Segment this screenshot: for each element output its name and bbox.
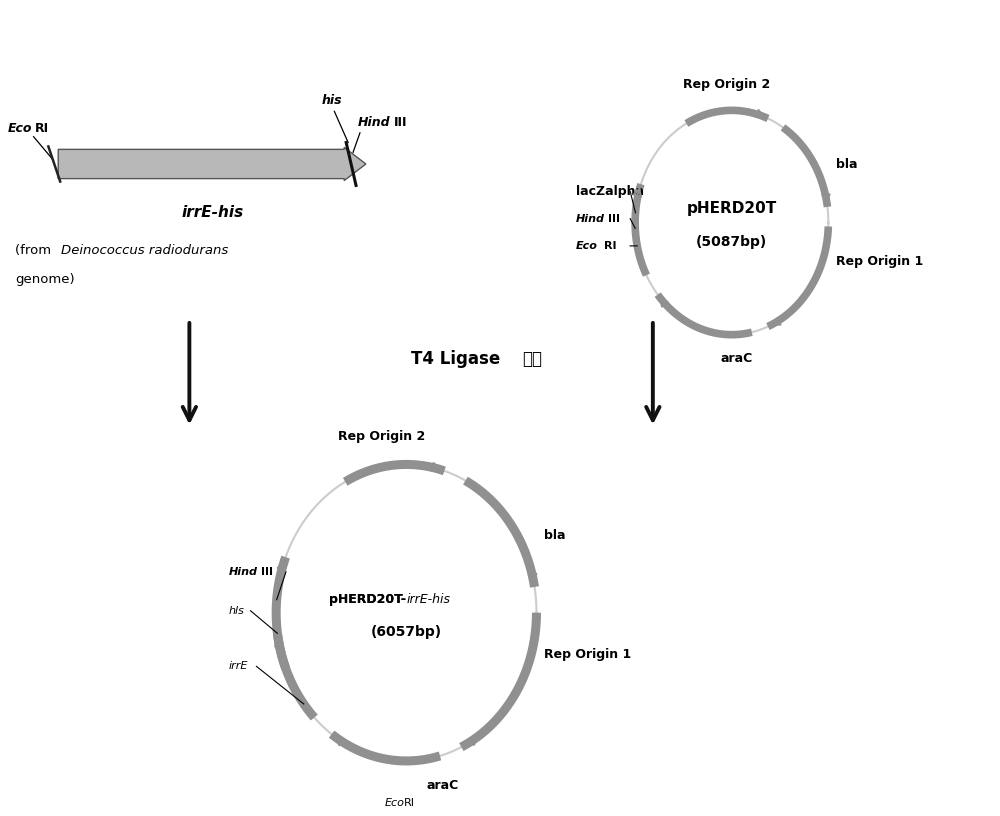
Text: bla: bla bbox=[836, 157, 858, 171]
Text: Eco: Eco bbox=[384, 798, 404, 808]
Text: Rep Origin 1: Rep Origin 1 bbox=[836, 255, 924, 268]
Text: Hind: Hind bbox=[229, 567, 258, 577]
Text: Hind: Hind bbox=[358, 116, 391, 129]
Text: pHERD20T-: pHERD20T- bbox=[329, 592, 406, 605]
Text: pHERD20T: pHERD20T bbox=[687, 202, 777, 216]
Text: araC: araC bbox=[427, 778, 459, 792]
Text: 连接: 连接 bbox=[522, 350, 542, 368]
Text: III: III bbox=[261, 567, 273, 577]
Text: (5087bp): (5087bp) bbox=[696, 235, 767, 249]
Text: Eco: Eco bbox=[576, 241, 598, 251]
Text: (from: (from bbox=[15, 244, 55, 257]
Text: lacZalpha: lacZalpha bbox=[576, 184, 644, 197]
Text: (6057bp): (6057bp) bbox=[371, 625, 442, 639]
Text: his: his bbox=[322, 95, 343, 108]
Text: T4 Ligase: T4 Ligase bbox=[411, 350, 506, 368]
Text: genome): genome) bbox=[15, 273, 74, 286]
Text: irrE-his: irrE-his bbox=[406, 592, 450, 605]
Text: Rep Origin 1: Rep Origin 1 bbox=[544, 648, 632, 661]
Text: III: III bbox=[394, 116, 407, 129]
Text: irrE: irrE bbox=[229, 661, 248, 672]
FancyArrow shape bbox=[58, 148, 366, 180]
Text: III: III bbox=[608, 214, 620, 224]
Text: irrE-his: irrE-his bbox=[181, 205, 244, 220]
Text: Rep Origin 2: Rep Origin 2 bbox=[683, 78, 770, 91]
Text: hls: hls bbox=[229, 605, 245, 616]
Text: RI: RI bbox=[404, 798, 415, 808]
Text: RI: RI bbox=[604, 241, 616, 251]
Text: Eco: Eco bbox=[8, 122, 32, 135]
Text: Rep Origin 2: Rep Origin 2 bbox=[338, 430, 425, 443]
Text: araC: araC bbox=[721, 353, 753, 366]
Text: Deinococcus radiodurans: Deinococcus radiodurans bbox=[61, 244, 228, 257]
Text: pHERD20T-: pHERD20T- bbox=[329, 592, 406, 605]
Text: RI: RI bbox=[35, 122, 49, 135]
Text: bla: bla bbox=[544, 529, 566, 542]
Text: Hind: Hind bbox=[576, 214, 605, 224]
